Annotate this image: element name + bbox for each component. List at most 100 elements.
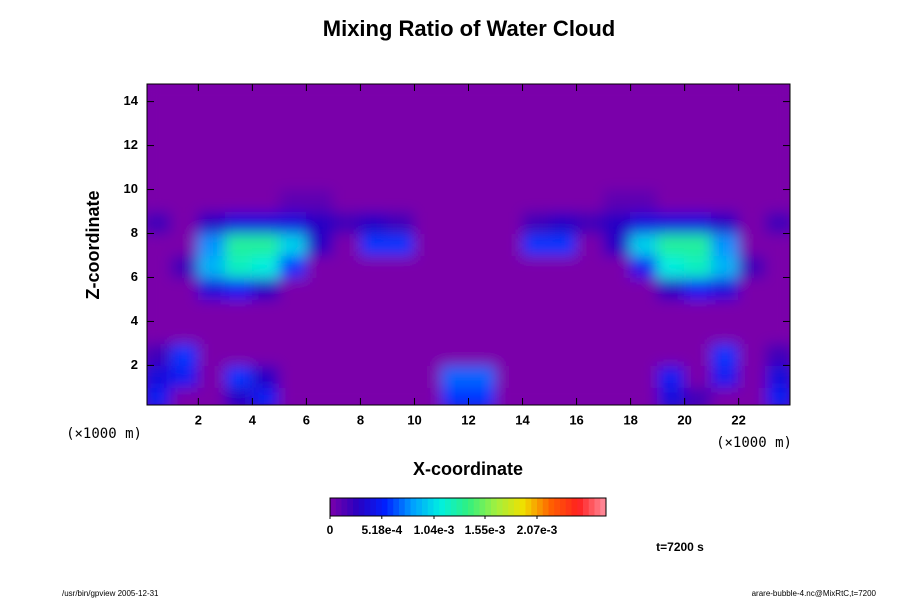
field-cell xyxy=(684,189,713,213)
field-cell xyxy=(684,298,713,322)
field-cell xyxy=(170,386,199,405)
colorbar-tick-label: 1.04e-3 xyxy=(414,523,455,537)
field-cell xyxy=(738,84,767,103)
field-cell xyxy=(630,84,659,103)
field-cell xyxy=(603,342,632,366)
field-cell xyxy=(224,364,253,388)
field-cell xyxy=(684,123,713,147)
field-cell xyxy=(765,167,790,191)
field-cell xyxy=(468,320,497,344)
colorbar-segment xyxy=(456,498,463,516)
field-cell xyxy=(251,386,280,405)
field-cell xyxy=(305,167,334,191)
field-cell xyxy=(251,320,280,344)
field-cell xyxy=(251,84,280,103)
field-cell xyxy=(738,167,767,191)
field-cell xyxy=(522,189,551,213)
field-cell xyxy=(332,254,361,278)
field-cell xyxy=(657,233,686,256)
field-cell xyxy=(305,211,334,235)
field-cell xyxy=(522,84,551,103)
field-cell xyxy=(765,254,790,278)
field-cell xyxy=(468,123,497,147)
field-cell xyxy=(359,189,388,213)
field-cell xyxy=(603,211,632,235)
field-cell xyxy=(440,167,469,191)
field-cell xyxy=(305,386,334,405)
field-cell xyxy=(630,342,659,366)
field-cell xyxy=(197,298,226,322)
colorbar-segment xyxy=(514,498,521,516)
field-cell xyxy=(440,145,469,169)
field-cell xyxy=(359,145,388,169)
colorbar-segment xyxy=(387,498,394,516)
colorbar-segment xyxy=(588,498,595,516)
field-cell xyxy=(359,364,388,388)
field-cell xyxy=(224,298,253,322)
field-cell xyxy=(684,211,713,235)
field-cell xyxy=(603,364,632,388)
field-cell xyxy=(738,211,767,235)
colorbar-segment xyxy=(519,498,526,516)
field-cell xyxy=(549,386,578,405)
colorbar-segment xyxy=(577,498,584,516)
colorbar-segment xyxy=(422,498,429,516)
field-cell xyxy=(495,84,524,103)
field-cell xyxy=(251,123,280,147)
field-cell xyxy=(278,145,307,169)
field-cell xyxy=(440,254,469,278)
field-cell xyxy=(711,364,740,388)
field-cell xyxy=(603,386,632,405)
field-cell xyxy=(711,342,740,366)
field-cell xyxy=(522,276,551,300)
field-cell xyxy=(549,320,578,344)
colorbar-segment xyxy=(491,498,498,516)
colorbar-segment xyxy=(427,498,434,516)
field-cell xyxy=(359,84,388,103)
field-cell xyxy=(305,189,334,213)
colorbar-tick-label: 0 xyxy=(327,523,334,537)
field-cell xyxy=(765,211,790,235)
field-cell xyxy=(765,298,790,322)
chart-title: Mixing Ratio of Water Cloud xyxy=(323,16,616,41)
field-cell xyxy=(413,211,442,235)
field-cell xyxy=(468,254,497,278)
field-cell xyxy=(603,276,632,300)
field-cell xyxy=(224,233,253,256)
field-cell xyxy=(630,386,659,405)
field-cell xyxy=(684,320,713,344)
field-cell xyxy=(413,167,442,191)
colorbar-segment xyxy=(496,498,503,516)
colorbar-segment xyxy=(416,498,423,516)
field-cell xyxy=(657,189,686,213)
field-cell xyxy=(413,233,442,256)
field-cell xyxy=(305,298,334,322)
field-cell xyxy=(440,123,469,147)
field-cell xyxy=(765,123,790,147)
plot-area xyxy=(147,84,790,405)
colorbar-segment xyxy=(485,498,492,516)
field-cell xyxy=(630,320,659,344)
field-cell xyxy=(386,276,415,300)
colorbar-segment xyxy=(462,498,469,516)
field-cell xyxy=(305,254,334,278)
field-cell xyxy=(413,342,442,366)
field-cell xyxy=(630,211,659,235)
field-cell xyxy=(147,254,172,278)
colorbar-segment xyxy=(525,498,532,516)
field-cell xyxy=(711,101,740,125)
field-cell xyxy=(468,145,497,169)
y-unit-label: (×1000 m) xyxy=(66,426,142,442)
field-cell xyxy=(251,342,280,366)
field-cell xyxy=(359,254,388,278)
colorbar-segment xyxy=(358,498,365,516)
field-cell xyxy=(305,101,334,125)
field-cell xyxy=(224,211,253,235)
field-cell xyxy=(495,386,524,405)
x-tick-label: 2 xyxy=(195,412,202,427)
field-cell xyxy=(711,189,740,213)
field-cell xyxy=(630,298,659,322)
field-cell xyxy=(603,123,632,147)
field-cell xyxy=(278,254,307,278)
field-cell xyxy=(657,145,686,169)
